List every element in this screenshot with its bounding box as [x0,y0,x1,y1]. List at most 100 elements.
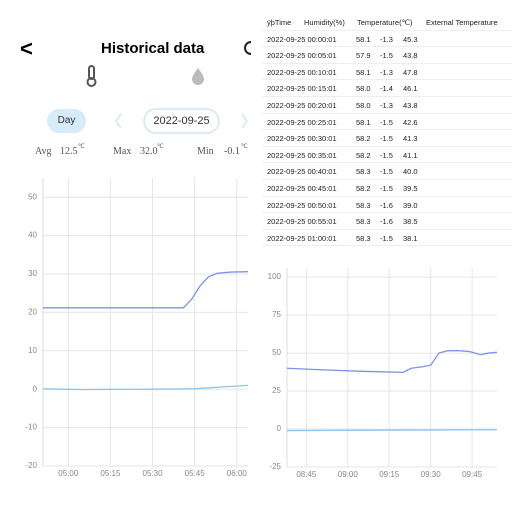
day-pill[interactable] [47,109,86,133]
x-tick-label: 05:30 [143,469,164,478]
table-row: 2022-09-25 00:20:01 58.0 -1.3 43.8 [262,97,512,114]
table-cell: 2022-09-25 00:40:01 [267,167,337,177]
table-cell: 2022-09-25 00:00:01 [267,34,337,44]
table-cell: 38.5 [403,217,418,227]
table-cell: -1.5 [380,117,393,127]
thermometer-icon [86,65,97,87]
table-cell: -1.4 [380,84,393,94]
table-row: 2022-09-25 00:50:01 58.3 -1.6 39.0 [262,197,512,214]
x-tick-label: 09:45 [462,470,483,479]
y-tick-label: 50 [28,192,37,201]
table-cell: -1.3 [380,100,393,110]
column-header: Humidity(%) [304,18,345,27]
table-cell: 2022-09-25 00:45:01 [267,183,337,193]
data-line [286,429,498,432]
x-tick-label: 09:15 [379,470,400,479]
x-tick-label: 06:00 [227,469,248,478]
table-row: 2022-09-25 00:05:01 57.9 -1.5 43.8 [262,47,512,64]
table-row: 2022-09-25 01:00:01 58.3 -1.5 38.1 [262,230,512,247]
table-cell: 47.8 [403,67,418,77]
back-button[interactable]: < [20,36,33,61]
table-cell: -1.5 [380,167,393,177]
y-tick-label: 75 [272,310,281,319]
y-tick-label: 20 [28,308,37,317]
table-cell: 58.2 [356,150,371,160]
date-pill[interactable] [143,108,220,134]
stat-label: Min [197,146,214,157]
table-row: 2022-09-25 00:00:01 58.1 -1.3 45.3 [262,31,512,48]
y-tick-label: -20 [25,461,37,470]
table-row: 2022-09-25 00:40:01 58.3 -1.5 40.0 [262,163,512,180]
table-cell: 2022-09-25 00:10:01 [267,67,337,77]
page-title: Historical data [101,40,205,57]
x-tick-label: 09:30 [421,470,442,479]
table-cell: 2022-09-25 00:55:01 [267,217,337,227]
stat-value: -0.1 [224,146,240,157]
table-cell: -1.5 [380,134,393,144]
stat-value: 12.5 [60,146,78,157]
table-cell: 58.3 [356,233,371,243]
table-cell: 2022-09-25 00:30:01 [267,134,337,144]
table-row: 2022-09-25 00:15:01 58.0 -1.4 46.1 [262,80,512,97]
table-cell: 46.1 [403,84,418,94]
table-cell: 58.3 [356,167,371,177]
table-cell: 38.1 [403,233,418,243]
y-tick-label: 0 [277,424,282,433]
table-cell: 58.2 [356,183,371,193]
x-tick-label: 05:00 [58,469,79,478]
x-tick-label: 08:45 [296,470,317,479]
table-cell: 58.2 [356,134,371,144]
table-cell: 39.5 [403,183,418,193]
table-cell: 41.1 [403,150,418,160]
table-cell: 2022-09-25 00:35:01 [267,150,337,160]
table-cell: -1.5 [380,51,393,61]
x-tick-label: 05:45 [185,469,206,478]
table-cell: -1.5 [380,183,393,193]
table-cell: 58.0 [356,100,371,110]
table-row: 2022-09-25 00:25:01 58.1 -1.5 42.6 [262,114,512,131]
table-cell: -1.3 [380,67,393,77]
y-tick-label: 50 [272,348,281,357]
table-row: 2022-09-25 00:45:01 58.2 -1.5 39.5 [262,180,512,197]
data-line [43,271,249,309]
drop-icon [192,68,204,85]
chevron-right[interactable] [241,113,248,129]
table-cell: 2022-09-25 01:00:01 [267,233,337,243]
chevron-left[interactable] [115,113,122,129]
table-cell: -1.6 [380,217,393,227]
table-cell: 2022-09-25 00:50:01 [267,200,337,210]
table-cell: 57.9 [356,51,371,61]
stat-unit: ℃ [157,144,164,150]
table-cell: 2022-09-25 00:05:01 [267,51,337,61]
table-cell: 58.1 [356,117,371,127]
x-tick-label: 05:15 [100,469,121,478]
date[interactable]: 2022-09-25 [153,115,210,127]
table-row: 2022-09-25 00:10:01 58.1 -1.3 47.8 [262,64,512,81]
stat-label: Avg [35,146,52,157]
y-tick-label: -25 [269,462,281,471]
table-cell: 58.1 [356,67,371,77]
table-cell: 42.6 [403,117,418,127]
y-tick-label: 10 [28,346,37,355]
y-tick-label: 30 [28,269,37,278]
table-cell: -1.6 [380,200,393,210]
table-cell: 43.8 [403,51,418,61]
x-tick-label: 09:00 [338,470,359,479]
data-line [286,349,498,374]
y-tick-label: 25 [272,386,281,395]
stat-unit: ℃ [78,144,85,150]
table-cell: -1.3 [380,34,393,44]
table-cell: 45.3 [403,34,418,44]
table-cell: 58.3 [356,200,371,210]
table-cell: -1.5 [380,233,393,243]
table-cell: 2022-09-25 00:15:01 [267,84,337,94]
period[interactable]: Day [57,115,76,126]
data-line [42,384,249,391]
y-tick-label: 0 [33,384,38,393]
table-row: 2022-09-25 00:30:01 58.2 -1.5 41.3 [262,130,512,147]
y-tick-label: -10 [25,423,37,432]
y-tick-label: 40 [28,231,37,240]
